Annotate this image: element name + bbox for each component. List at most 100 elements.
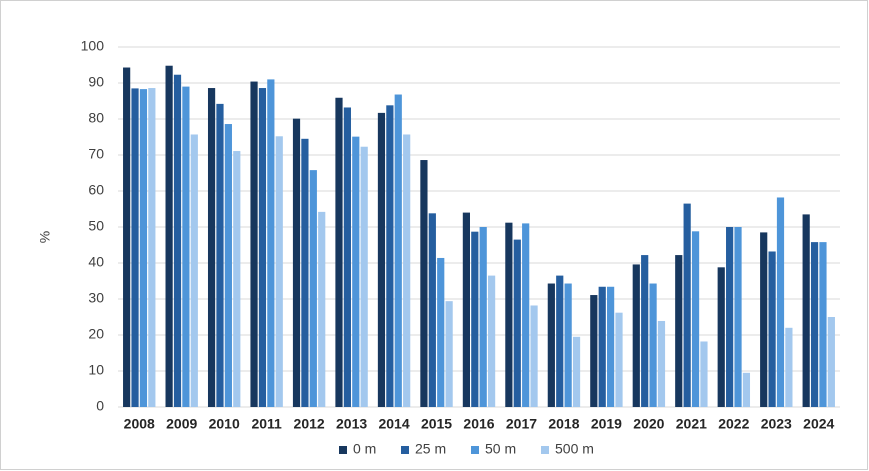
y-tick-label: 20: [88, 326, 104, 342]
x-tick-label: 2011: [251, 416, 282, 432]
legend-label: 25 m: [415, 441, 446, 457]
x-tick-label: 2019: [591, 416, 622, 432]
x-tick-label: 2008: [124, 416, 155, 432]
bar: [657, 320, 666, 407]
bar: [428, 213, 436, 407]
bar: [513, 239, 521, 407]
x-tick-label: 2009: [166, 416, 197, 432]
bar: [683, 203, 691, 407]
bar: [148, 88, 156, 407]
bar: [420, 160, 428, 407]
y-tick-label: 80: [88, 110, 104, 126]
bar: [275, 136, 283, 407]
bar: [123, 67, 131, 408]
bar: [165, 65, 173, 407]
bar: [360, 146, 368, 407]
bar: [224, 124, 232, 407]
bar: [530, 305, 538, 407]
bar: [301, 138, 309, 408]
x-tick-label: 2010: [209, 416, 240, 432]
bar: [742, 372, 751, 407]
bar: [479, 227, 487, 407]
bar: [258, 88, 267, 407]
x-tick-label: 2024: [803, 416, 834, 432]
legend-swatch: [401, 446, 409, 454]
bar: [250, 81, 258, 407]
bar: [505, 222, 513, 407]
bar: [386, 105, 394, 407]
bar: [572, 336, 581, 407]
bar: [488, 275, 496, 407]
bar: [675, 255, 683, 407]
y-tick-label: 90: [88, 74, 104, 90]
x-tick-label: 2013: [336, 416, 367, 432]
bar: [776, 197, 785, 407]
y-axis-label: %: [37, 231, 53, 243]
x-tick-label: 2015: [421, 416, 452, 432]
x-tick-label: 2020: [633, 416, 664, 432]
x-tick-label: 2021: [676, 416, 707, 432]
x-tick-label: 2016: [463, 416, 494, 432]
bar: [403, 134, 411, 408]
x-tick-label: 2012: [294, 416, 325, 432]
legend-swatch: [541, 446, 549, 454]
legend-label: 50 m: [485, 441, 516, 457]
bar: [802, 214, 810, 407]
bar: [819, 242, 827, 407]
bar: [615, 312, 623, 407]
bar: [267, 79, 275, 408]
bar: [233, 151, 241, 407]
bar: [318, 211, 326, 407]
bar: [522, 223, 530, 407]
bar: [131, 88, 139, 408]
bar: [309, 170, 317, 407]
bar: [343, 107, 351, 407]
bar: [292, 118, 301, 407]
bar: [700, 341, 708, 407]
bar: [590, 295, 598, 407]
y-tick-label: 50: [88, 218, 104, 234]
bar: [173, 74, 182, 407]
legend-label: 500 m: [555, 441, 594, 457]
legend-label: 0 m: [353, 441, 376, 457]
bar: [649, 283, 657, 407]
bar: [437, 257, 445, 407]
bar: [768, 251, 776, 407]
bar: [726, 227, 734, 407]
bar: [335, 97, 343, 407]
bar: [734, 227, 742, 407]
bar: [394, 94, 402, 408]
bar: [691, 231, 700, 407]
bar: [632, 264, 640, 407]
bar: [556, 275, 564, 407]
bar: [445, 301, 453, 407]
bar: [827, 317, 835, 407]
y-tick-label: 0: [96, 398, 104, 414]
y-tick-label: 10: [88, 362, 104, 378]
y-tick-label: 60: [88, 182, 104, 198]
y-tick-label: 70: [88, 146, 104, 162]
x-tick-label: 2014: [378, 416, 409, 432]
bar: [190, 134, 198, 408]
x-tick-label: 2022: [718, 416, 749, 432]
bar: [352, 136, 360, 407]
legend-swatch: [339, 446, 347, 454]
x-tick-label: 2018: [548, 416, 579, 432]
bar: [207, 88, 216, 407]
y-tick-label: 100: [81, 38, 105, 54]
bar: [377, 112, 386, 407]
y-tick-label: 30: [88, 290, 104, 306]
bar: [182, 86, 190, 407]
bar: [462, 212, 470, 407]
bar: [641, 255, 649, 407]
bar: [547, 283, 555, 407]
x-tick-label: 2023: [761, 416, 792, 432]
bar: [810, 242, 819, 407]
bar: [598, 286, 606, 407]
bar: [216, 103, 224, 407]
bar: [139, 89, 148, 408]
legend-swatch: [471, 446, 479, 454]
bar: [785, 327, 793, 407]
bar: [564, 283, 572, 407]
